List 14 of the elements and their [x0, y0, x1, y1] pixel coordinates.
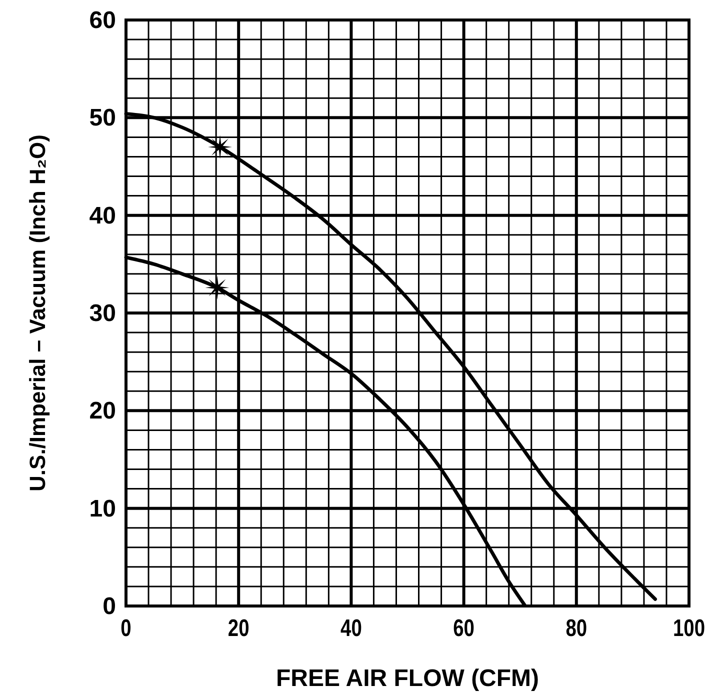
x-tick-label: 20	[228, 614, 250, 642]
x-tick-label: 40	[340, 614, 362, 642]
x-axis-title: FREE AIR FLOW (CFM)	[276, 665, 540, 692]
y-tick-label: 20	[89, 398, 116, 425]
y-tick-label: 50	[89, 104, 116, 132]
y-tick-label: 60	[89, 7, 116, 34]
y-axis-title: U.S./Imperial – Vacuum (Inch H₂O)	[25, 134, 50, 492]
x-tick-label: 60	[453, 614, 474, 642]
y-tick-label: 30	[89, 300, 116, 327]
y-tick-label: 40	[89, 202, 116, 230]
y-tick-label: 0	[102, 593, 116, 620]
x-tick-label: 100	[672, 614, 706, 642]
x-tick-label: 80	[566, 614, 588, 642]
y-tick-label: 10	[89, 495, 116, 522]
